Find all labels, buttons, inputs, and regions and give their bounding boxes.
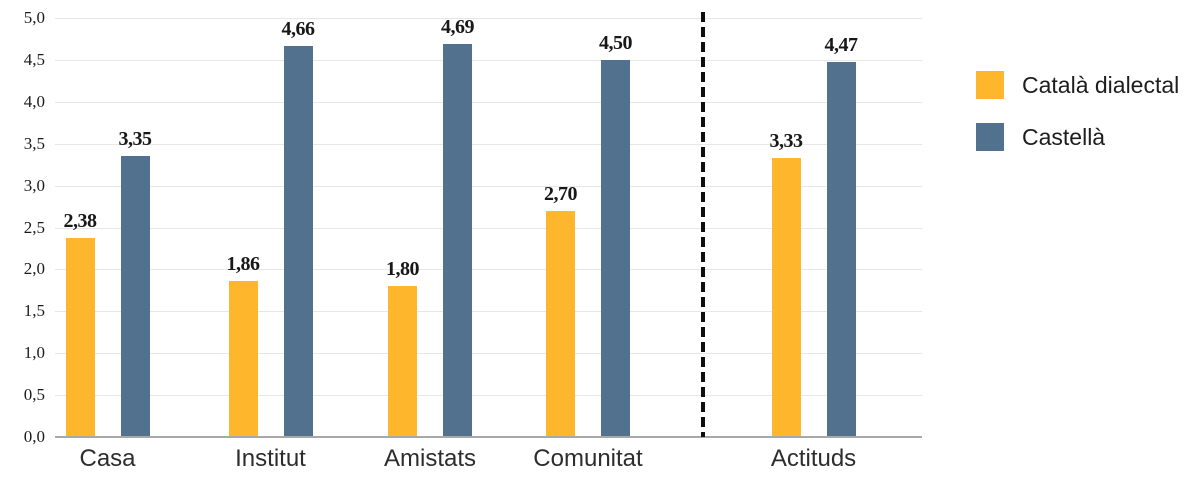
y-axis-tick-label: 3,5 (23, 134, 45, 153)
bar-value-label: 2,70 (544, 183, 578, 205)
legend-item-catala-dialectal: Català dialectal (976, 71, 1179, 99)
bar-value-label: 4,50 (599, 32, 633, 54)
gridline (55, 395, 922, 396)
gridline (55, 353, 922, 354)
bar-value-label: 2,38 (63, 210, 98, 232)
gridline (55, 102, 922, 103)
x-axis-category-label-amistats: Amistats (383, 445, 476, 472)
y-axis-tick-label: 4,0 (23, 92, 45, 111)
y-axis-tick-label: 2,0 (23, 259, 45, 278)
gridline (55, 269, 922, 270)
y-axis-tick-label: 1,0 (23, 343, 45, 362)
y-axis-tick-label: 5,0 (23, 8, 45, 27)
gridline (55, 144, 922, 145)
legend-swatch-castella (976, 123, 1004, 151)
bar-castella-amistats (443, 44, 472, 436)
bar-catala-dialectal-amistats (388, 286, 417, 436)
y-axis-tick-label: 3,0 (23, 176, 45, 195)
y-axis-tick-label: 0,0 (23, 427, 45, 446)
bar-value-label: 4,69 (441, 16, 475, 38)
gridline (55, 228, 922, 229)
bar-catala-dialectal-institut (228, 281, 258, 436)
x-axis-category-label-actituds: Actituds (770, 445, 857, 472)
bar-value-label: 1,86 (226, 253, 261, 275)
y-axis-tick-label: 0,5 (23, 385, 45, 404)
bar-catala-dialectal-casa (65, 238, 95, 436)
bar-value-label: 4,47 (824, 34, 859, 56)
y-axis-tick-label: 1,5 (23, 301, 45, 320)
legend-swatch-catala-dialectal (976, 71, 1004, 99)
gridline (55, 60, 922, 61)
bar-value-label: 3,33 (769, 130, 804, 152)
y-axis-tick-label: 4,5 (23, 50, 45, 69)
gridline (55, 311, 922, 312)
bar-castella-casa (120, 156, 150, 436)
bar-value-label: 1,80 (386, 258, 420, 280)
y-axis-tick-label: 2,5 (23, 218, 45, 237)
bar-catala-dialectal-comunitat (546, 211, 575, 436)
x-axis-category-label-casa: Casa (79, 445, 136, 472)
bar-value-label: 3,35 (118, 128, 153, 150)
x-axis-category-label-institut: Institut (235, 445, 306, 472)
legend-item-castella: Castellà (976, 123, 1179, 151)
legend-label-castella: Castellà (1022, 124, 1106, 150)
bar-value-label: 4,66 (281, 18, 316, 40)
bar-castella-institut (283, 46, 313, 436)
dashed-divider-line (700, 12, 705, 437)
gridline (55, 18, 922, 19)
bar-castella-comunitat (601, 60, 630, 436)
legend-label-catala-dialectal: Català dialectal (1022, 72, 1180, 98)
x-axis-line (55, 436, 922, 438)
bar-catala-dialectal-actituds (771, 158, 801, 436)
x-axis-category-label-comunitat: Comunitat (533, 445, 643, 472)
gridline (55, 186, 922, 187)
bar-castella-actituds (826, 62, 856, 436)
legend: Català dialectal Castellà (976, 71, 1179, 175)
